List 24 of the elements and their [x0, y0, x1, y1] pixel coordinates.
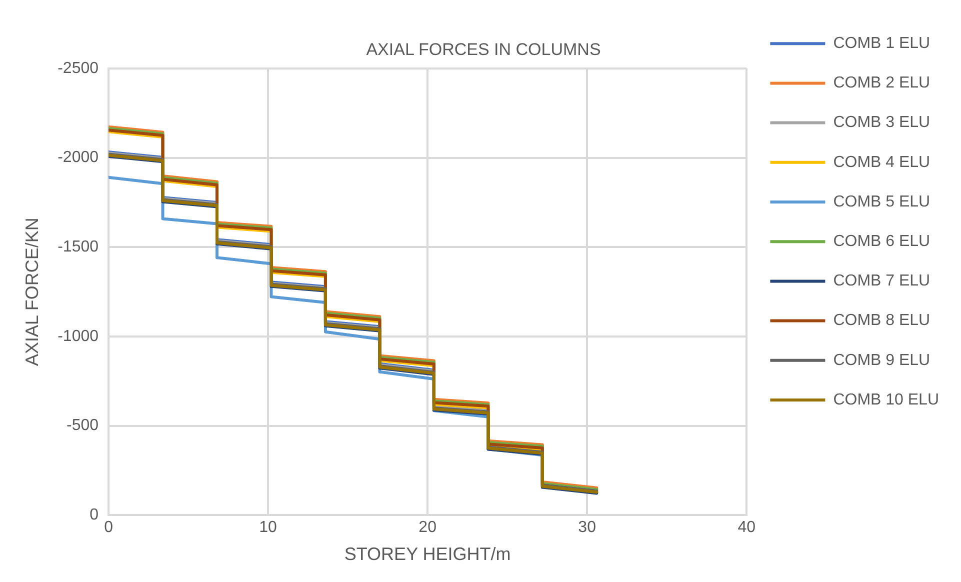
x-tick-label: 0 [104, 519, 114, 536]
legend-label: COMB 2 ELU [833, 74, 930, 92]
legend-label: COMB 4 ELU [833, 154, 930, 171]
legend-label: COMB 9 ELU [833, 352, 930, 369]
legend-label: COMB 10 ELU [833, 391, 939, 408]
y-axis-title: AXIAL FORCE/KN [22, 218, 42, 366]
chart-title: AXIAL FORCES IN COLUMNS [366, 40, 601, 59]
legend-label: COMB 5 ELU [833, 193, 930, 210]
y-tick-label: -500 [66, 417, 99, 434]
x-axis-title: STOREY HEIGHT/m [344, 544, 511, 564]
legend-label: COMB 7 ELU [833, 272, 930, 290]
y-tick-label: -2000 [58, 149, 99, 166]
x-tick-label: 10 [259, 519, 278, 536]
legend-label: COMB 3 ELU [833, 114, 930, 132]
y-tick-label: 0 [90, 506, 99, 524]
x-tick-label: 20 [418, 519, 437, 536]
legend-label: COMB 1 ELU [833, 35, 930, 52]
legend-label: COMB 8 ELU [833, 312, 930, 330]
y-tick-label: -2500 [58, 60, 99, 77]
y-tick-label: -1000 [58, 328, 99, 345]
x-tick-label: 40 [738, 519, 756, 536]
y-tick-label: -1500 [58, 238, 99, 256]
legend-label: COMB 6 ELU [833, 233, 930, 250]
x-tick-label: 30 [578, 519, 596, 536]
